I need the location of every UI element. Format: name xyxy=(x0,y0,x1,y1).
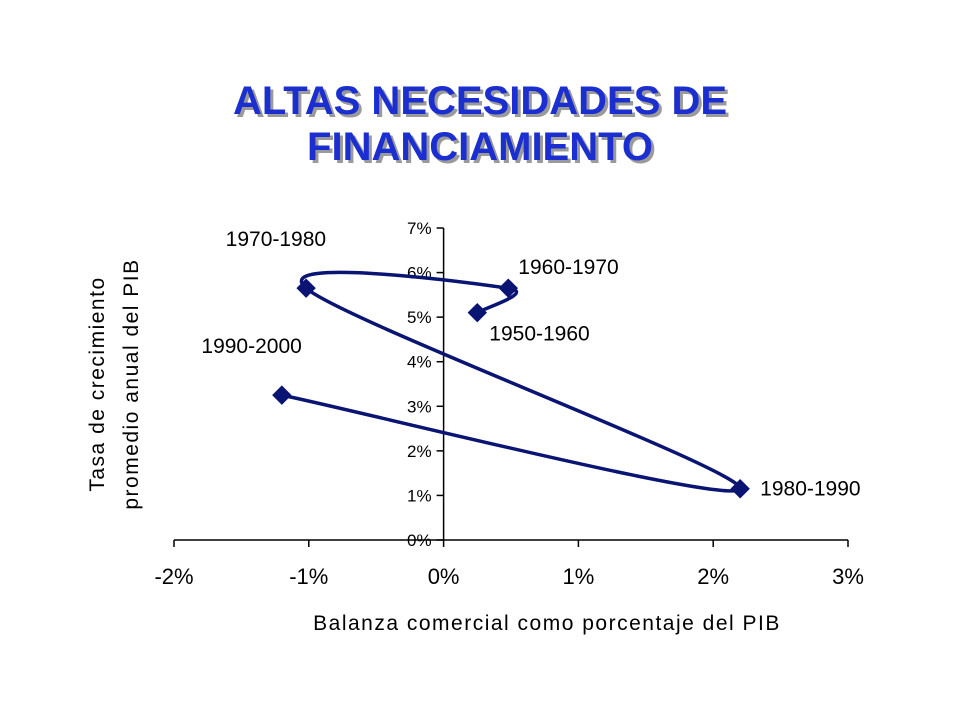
x-tick-label: -2% xyxy=(154,564,193,589)
x-tick-label: 3% xyxy=(832,564,864,589)
y-tick-label: 0% xyxy=(407,531,432,550)
title-line-2: FINANCIAMIENTO xyxy=(307,125,653,169)
page-title: ALTAS NECESIDADES DE FINANCIAMIENTO xyxy=(0,78,960,170)
y-tick-label: 3% xyxy=(407,397,432,416)
data-point-label: 1960-1970 xyxy=(518,256,618,279)
data-point-marker xyxy=(467,302,488,323)
x-tick-label: 1% xyxy=(563,564,595,589)
y-tick-label: 1% xyxy=(407,486,432,505)
data-point-label: 1970-1980 xyxy=(226,228,326,251)
x-tick-label: 2% xyxy=(697,564,729,589)
y-tick-label: 2% xyxy=(407,442,432,461)
data-point-marker xyxy=(498,278,519,298)
data-point-label: 1980-1990 xyxy=(760,478,860,501)
data-point-marker xyxy=(730,479,750,499)
series-path xyxy=(280,270,742,493)
y-tick-label: 4% xyxy=(407,353,432,372)
data-point-marker xyxy=(272,385,292,405)
y-tick-label: 5% xyxy=(407,308,432,327)
x-tick-label: 0% xyxy=(428,564,460,589)
title-line-1: ALTAS NECESIDADES DE xyxy=(232,79,728,123)
data-point-label: 1990-2000 xyxy=(201,335,301,358)
y-axis-label-line-1: Tasa de crecimiento xyxy=(86,276,109,491)
y-tick-label: 7% xyxy=(407,219,432,238)
y-axis-label-line-2: promedio anual del PIB xyxy=(120,258,143,509)
x-tick-label: -1% xyxy=(289,564,328,589)
data-point-label: 1950-1960 xyxy=(489,323,589,346)
data-point-marker xyxy=(296,278,316,298)
x-axis-label: Balanza comercial como porcentaje del PI… xyxy=(313,612,781,635)
